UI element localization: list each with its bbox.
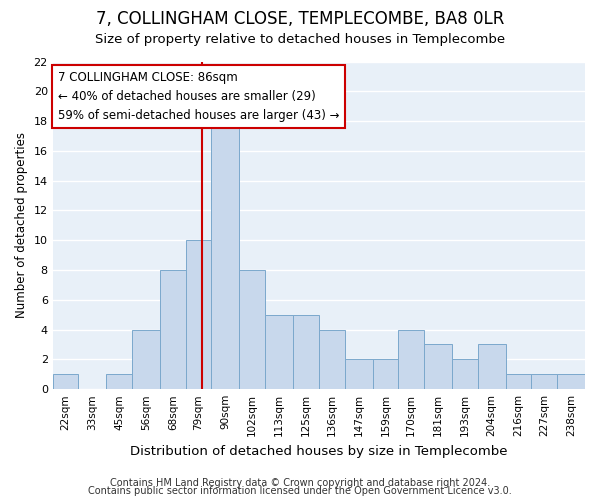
Bar — [506, 374, 531, 389]
Text: Contains public sector information licensed under the Open Government Licence v3: Contains public sector information licen… — [88, 486, 512, 496]
Bar — [211, 121, 239, 389]
Bar — [53, 374, 79, 389]
Bar — [239, 270, 265, 389]
Bar — [557, 374, 585, 389]
Bar — [319, 330, 344, 389]
Text: 7 COLLINGHAM CLOSE: 86sqm
← 40% of detached houses are smaller (29)
59% of semi-: 7 COLLINGHAM CLOSE: 86sqm ← 40% of detac… — [58, 72, 340, 122]
Bar — [478, 344, 506, 389]
Bar — [424, 344, 452, 389]
Bar — [106, 374, 132, 389]
Bar — [132, 330, 160, 389]
Y-axis label: Number of detached properties: Number of detached properties — [15, 132, 28, 318]
Bar — [160, 270, 186, 389]
X-axis label: Distribution of detached houses by size in Templecombe: Distribution of detached houses by size … — [130, 444, 508, 458]
Bar — [265, 314, 293, 389]
Text: Size of property relative to detached houses in Templecombe: Size of property relative to detached ho… — [95, 32, 505, 46]
Text: Contains HM Land Registry data © Crown copyright and database right 2024.: Contains HM Land Registry data © Crown c… — [110, 478, 490, 488]
Bar — [452, 360, 478, 389]
Bar — [344, 360, 373, 389]
Bar — [373, 360, 398, 389]
Bar — [531, 374, 557, 389]
Bar — [186, 240, 211, 389]
Text: 7, COLLINGHAM CLOSE, TEMPLECOMBE, BA8 0LR: 7, COLLINGHAM CLOSE, TEMPLECOMBE, BA8 0L… — [96, 10, 504, 28]
Bar — [398, 330, 424, 389]
Bar — [293, 314, 319, 389]
